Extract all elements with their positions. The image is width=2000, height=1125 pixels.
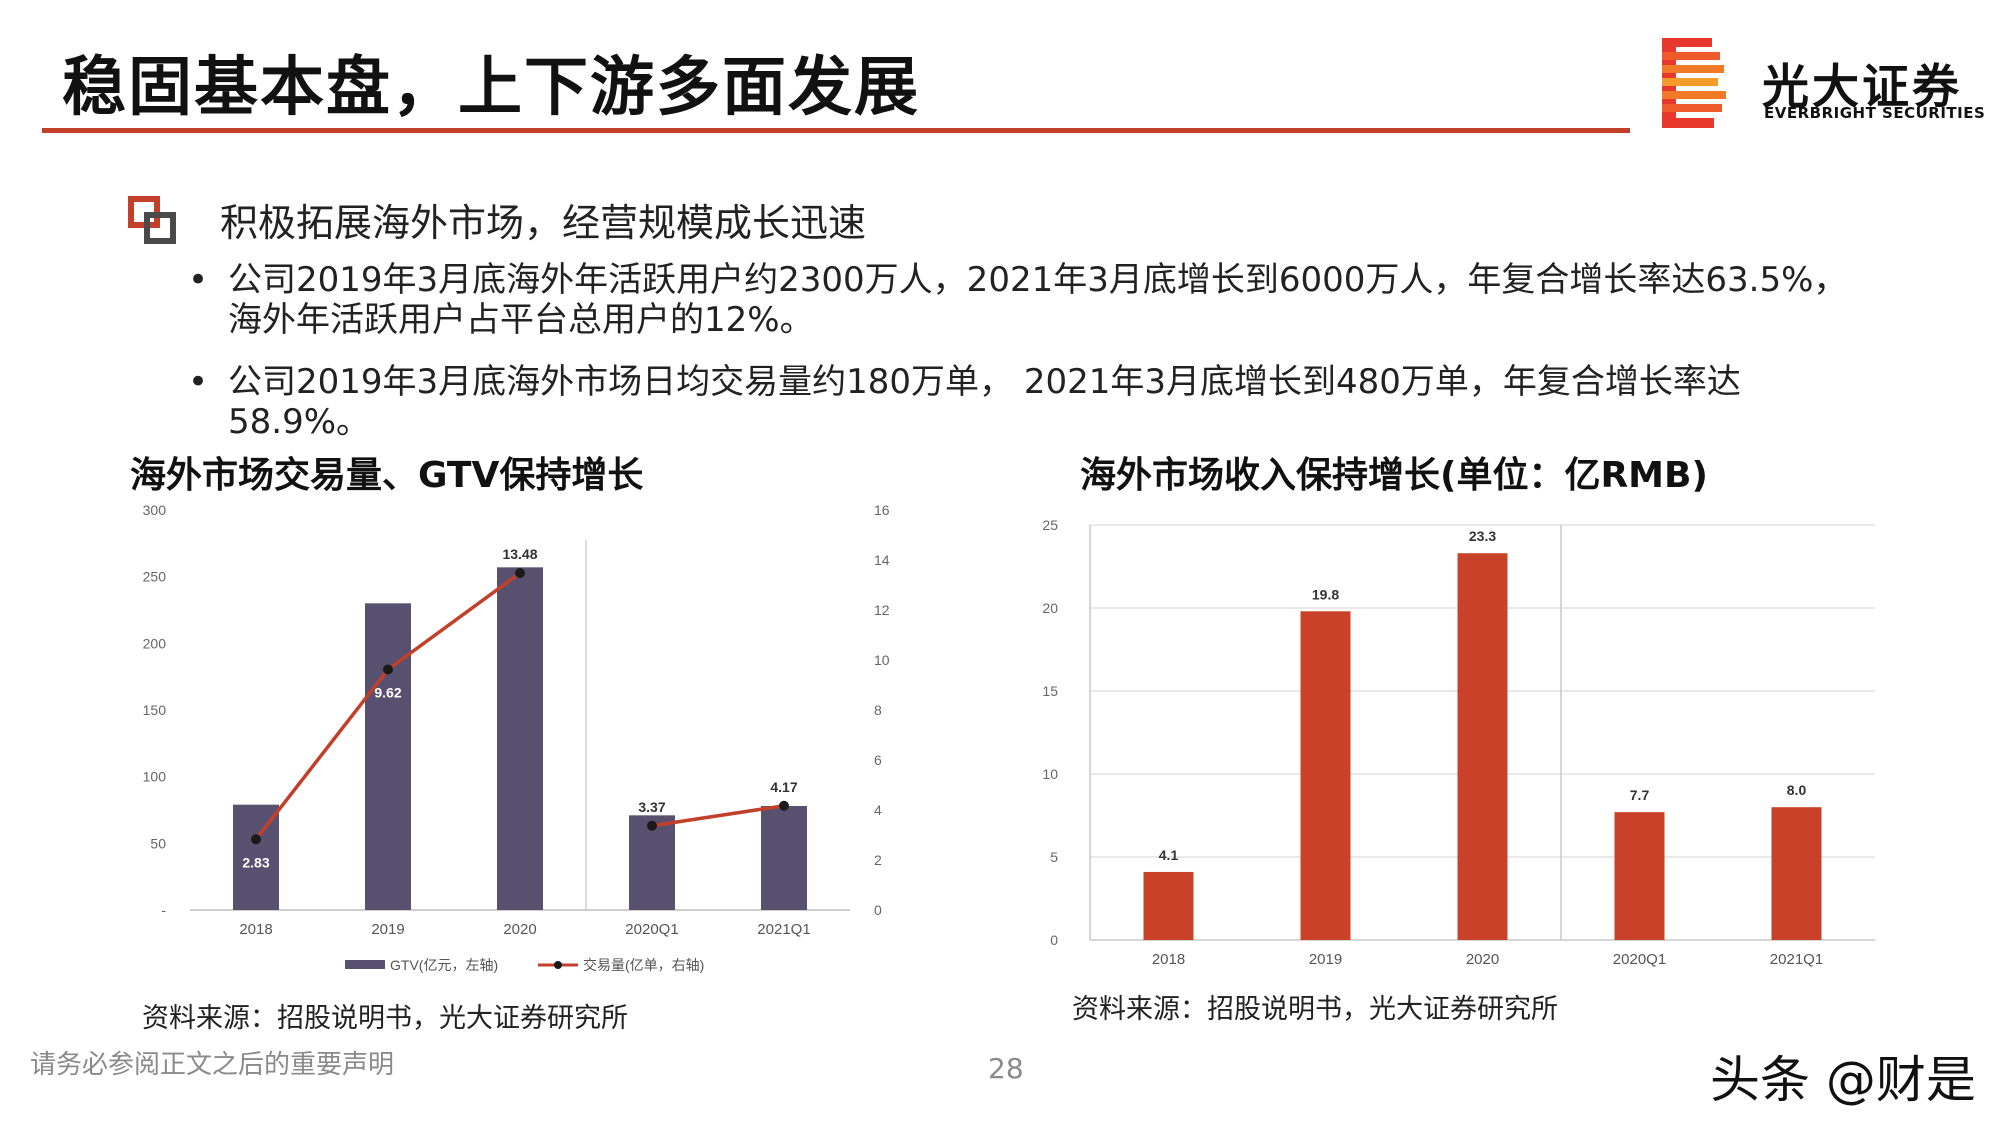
- y-axis-tick-label: 25: [1042, 517, 1058, 533]
- revenue-chart: 0 5 10 15 20 25 4.1 19.8 23.3 7.7 8.0 2018 2019 2020 2…: [1042, 517, 1875, 968]
- gtv-bar: [365, 603, 411, 910]
- everbright-logo-icon: [1662, 38, 1726, 128]
- x-axis-tick-label: 2019: [1309, 951, 1342, 968]
- volume-data-label: 9.62: [374, 685, 401, 701]
- watermark: 头条 @财是: [1710, 1051, 1976, 1109]
- page-number: 28: [988, 1052, 1024, 1085]
- legend-volume-marker: [554, 961, 562, 969]
- right-axis-tick-label: 14: [874, 552, 890, 568]
- left-axis-tick-label: 250: [143, 569, 167, 585]
- x-axis-tick-label: 2019: [371, 921, 404, 938]
- gtv-volume-chart: - 50 100 150 200 250 300 0 2 4 6 8 10 12 14 16 2018 2019 2…: [143, 502, 890, 973]
- section-marker-icon: [128, 196, 176, 244]
- right-axis-tick-label: 16: [874, 502, 890, 518]
- left-axis-tick-label: 50: [150, 835, 166, 851]
- revenue-bar: [1457, 553, 1508, 940]
- gtv-bar: [497, 567, 543, 910]
- revenue-bar: [1614, 812, 1665, 940]
- revenue-data-label: 19.8: [1312, 586, 1339, 602]
- y-axis-tick-label: 5: [1050, 849, 1058, 865]
- volume-data-label: 2.83: [242, 854, 269, 870]
- right-axis-tick-label: 2: [874, 852, 882, 868]
- volume-line: [651, 804, 785, 828]
- y-axis-tick-label: 20: [1042, 600, 1058, 616]
- volume-point: [779, 800, 789, 811]
- revenue-data-label: 8.0: [1787, 782, 1807, 798]
- volume-data-label: 3.37: [638, 799, 665, 815]
- right-axis-tick-label: 12: [874, 602, 890, 618]
- volume-point: [383, 664, 393, 675]
- left-chart-title: 海外市场交易量、GTV保持增长: [130, 455, 644, 496]
- revenue-data-label: 7.7: [1630, 787, 1650, 803]
- x-axis-tick-label: 2020Q1: [625, 921, 678, 938]
- page-title: 稳固基本盘，上下游多面发展: [62, 51, 920, 125]
- logo-english-name: EVERBRIGHT SECURITIES: [1764, 104, 1986, 122]
- x-axis-tick-label: 2018: [1152, 951, 1185, 968]
- right-axis-tick-label: 0: [874, 902, 882, 918]
- left-axis-tick-label: -: [161, 902, 166, 918]
- revenue-bar: [1143, 871, 1194, 940]
- volume-data-label: 4.17: [770, 779, 797, 795]
- x-axis-tick-label: 2020: [1466, 951, 1499, 968]
- left-axis-tick-label: 300: [143, 502, 167, 518]
- y-axis-tick-label: 15: [1042, 683, 1058, 699]
- right-chart-title: 海外市场收入保持增长(单位：亿RMB): [1080, 455, 1708, 496]
- title-underline: [42, 128, 1630, 133]
- volume-data-label: 13.48: [502, 546, 537, 562]
- bullet-dot: •: [188, 362, 209, 402]
- right-axis-tick-label: 4: [874, 802, 882, 818]
- x-axis-tick-label: 2021Q1: [1770, 951, 1823, 968]
- gtv-bar: [629, 815, 675, 910]
- legend-gtv-swatch: [345, 960, 385, 969]
- right-chart-source: 资料来源：招股说明书，光大证券研究所: [1072, 994, 1558, 1025]
- left-axis-tick-label: 100: [143, 769, 167, 785]
- revenue-data-label: 23.3: [1469, 528, 1496, 544]
- revenue-bar: [1300, 611, 1351, 940]
- gtv-bar: [761, 806, 807, 910]
- x-axis-tick-label: 2020: [503, 921, 536, 938]
- right-axis-tick-label: 10: [874, 652, 890, 668]
- logo-chinese-name: 光大证券: [1762, 60, 1962, 115]
- y-axis-tick-label: 10: [1042, 766, 1058, 782]
- left-axis-tick-label: 200: [143, 635, 167, 651]
- volume-point: [251, 834, 261, 845]
- left-chart-source: 资料来源：招股说明书，光大证券研究所: [142, 1003, 628, 1034]
- x-axis-tick-label: 2021Q1: [757, 921, 810, 938]
- right-axis-tick-label: 6: [874, 752, 882, 768]
- revenue-data-label: 4.1: [1159, 847, 1179, 863]
- revenue-bar: [1771, 807, 1822, 940]
- bullet-dot: •: [188, 260, 209, 300]
- volume-point: [647, 820, 657, 831]
- y-axis-tick-label: 0: [1050, 932, 1058, 948]
- x-axis-tick-label: 2020Q1: [1613, 951, 1666, 968]
- legend-gtv-label: GTV(亿元，左轴): [390, 957, 498, 973]
- legend-volume-label: 交易量(亿单，右轴): [583, 957, 704, 973]
- left-axis-tick-label: 150: [143, 702, 167, 718]
- bullet-text: 公司2019年3月底海外市场日均交易量约180万单， 2021年3月底增长到48…: [228, 362, 1741, 442]
- bullet-text: 公司2019年3月底海外年活跃用户约2300万人，2021年3月底增长到6000…: [228, 260, 1848, 340]
- section-heading: 积极拓展海外市场，经营规模成长迅速: [220, 201, 867, 245]
- x-axis-tick-label: 2018: [239, 921, 272, 938]
- volume-point: [515, 568, 525, 578]
- right-axis-tick-label: 8: [874, 702, 882, 718]
- disclaimer: 请务必参阅正文之后的重要声明: [30, 1050, 395, 1080]
